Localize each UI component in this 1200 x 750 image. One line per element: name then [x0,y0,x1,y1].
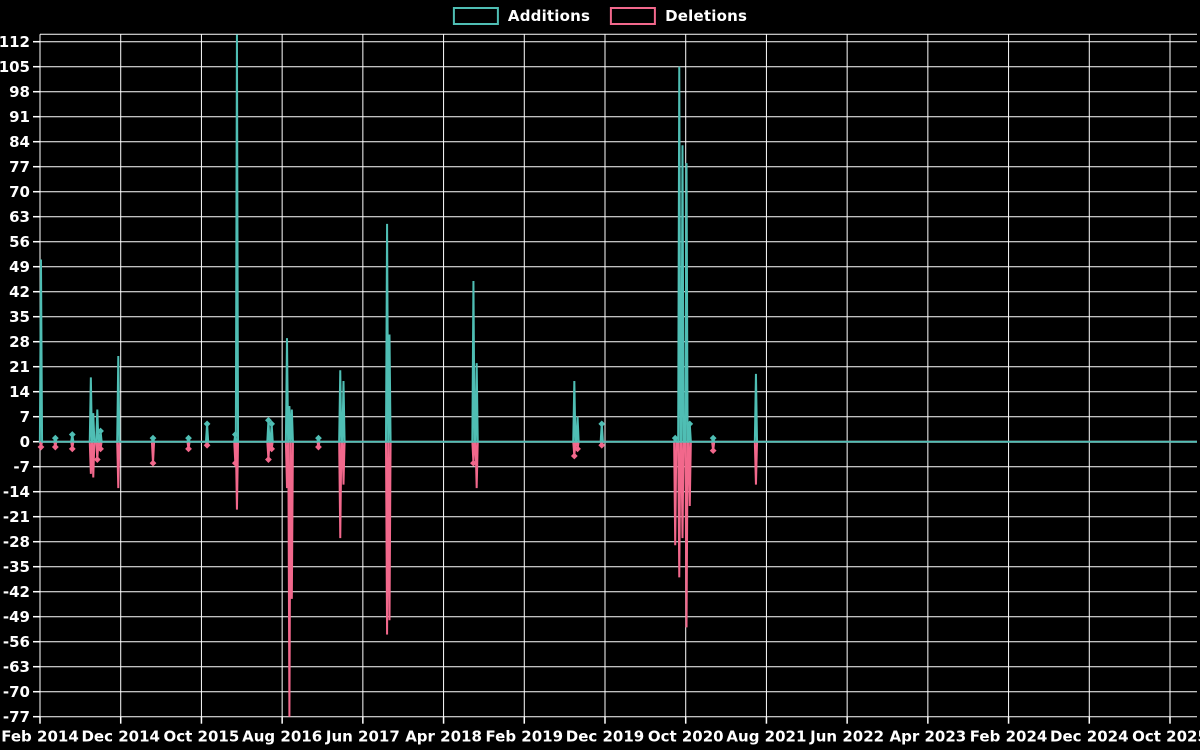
x-tick-label: Jun 2017 [325,728,400,746]
y-tick-label: 77 [9,158,30,176]
x-tick-label: Jun 2022 [809,728,884,746]
deletions-series-marker [709,447,717,455]
y-tick-label: 70 [9,183,30,201]
additions-series-marker [598,420,606,428]
y-tick-label: 35 [9,308,30,326]
additions-series-marker [671,434,679,442]
y-tick-label: 63 [9,208,30,226]
legend-item-additions[interactable]: Additions [452,7,591,25]
deletions-series-marker [574,445,581,453]
additions-series-marker [51,434,59,442]
y-tick-label: -42 [3,583,30,601]
y-tick-label: -70 [3,683,30,701]
y-tick-label: 84 [9,133,30,151]
deletions-series-marker [231,459,239,467]
additions-series-marker [68,431,76,438]
x-tick-label: Oct 2015 [164,728,240,746]
x-tick-label: Feb 2024 [970,728,1048,746]
deletions-series-marker [37,443,45,451]
additions-series-marker [686,420,694,428]
additions-series-marker [97,427,104,435]
y-tick-label: 28 [9,333,30,351]
y-tick-label: 21 [9,358,30,376]
additions-series-marker [203,420,211,428]
deletions-series-marker [315,443,322,451]
deletions-series [38,440,1197,717]
deletions-series-marker [51,443,59,451]
additions-series [38,34,1197,443]
y-tick-label: 112 [0,33,30,51]
x-tick-label: Oct 2025 [1132,728,1200,746]
x-tick-label: Feb 2019 [486,728,564,746]
y-tick-label: 14 [9,383,30,401]
additions-swatch-icon [452,7,499,25]
x-tick-label: Dec 2014 [81,728,160,746]
deletions-series-marker [185,445,192,453]
x-tick-label: Dec 2019 [566,728,645,746]
x-tick-label: Aug 2021 [726,728,806,746]
y-tick-label: 56 [9,233,30,251]
deletions-series-marker [97,445,104,453]
y-tick-label: -7 [13,458,30,476]
x-tick-label: Feb 2014 [1,728,79,746]
y-tick-label: -21 [3,508,30,526]
x-tick-label: Aug 2016 [242,728,322,746]
y-tick-label: -56 [3,633,30,651]
y-tick-label: 98 [9,83,30,101]
y-tick-label: -35 [3,558,30,576]
y-tick-label: 49 [9,258,30,276]
additions-series-marker [709,434,717,442]
legend-item-deletions[interactable]: Deletions [610,7,747,25]
x-tick-label: Apr 2023 [889,728,966,746]
y-tick-label: -77 [3,708,30,726]
y-tick-label: -63 [3,658,30,676]
deletions-swatch-icon [610,7,657,25]
deletions-series-marker [93,456,101,463]
x-tick-label: Apr 2018 [405,728,482,746]
y-tick-label: 91 [9,108,30,126]
deletions-series-marker [203,441,211,449]
x-tick-label: Oct 2020 [648,728,724,746]
additions-series-marker [185,434,192,442]
deletions-series-marker [598,441,606,449]
additions-series-marker [268,420,276,428]
additions-series-marker [265,416,272,424]
additions-series-marker [231,431,239,438]
y-tick-label: 0 [20,433,30,451]
deletions-series-marker [570,452,578,460]
y-tick-label: -28 [3,533,30,551]
y-tick-label: 42 [9,283,30,301]
legend-label-additions: Additions [507,7,591,25]
additions-series-marker [315,434,322,442]
y-tick-label: -49 [3,608,30,626]
y-tick-label: 105 [0,58,30,76]
x-tick-label: Dec 2024 [1050,728,1129,746]
y-tick-label: -14 [3,483,30,501]
legend-label-deletions: Deletions [665,7,748,25]
deletions-series-marker [470,459,477,467]
additions-series-marker [149,434,157,442]
deletions-series-marker [268,445,276,453]
deletions-series-marker [149,459,157,467]
chart-legend: Additions Deletions [452,7,747,25]
deletions-series-marker [68,445,76,453]
deletions-series-marker [265,456,272,463]
y-tick-label: 7 [20,408,30,426]
